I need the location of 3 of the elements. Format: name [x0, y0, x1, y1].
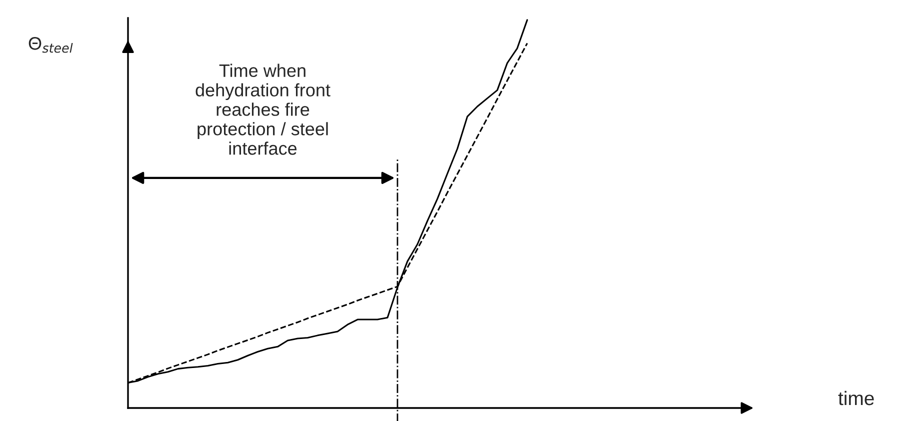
annotation: Time when dehydration front reaches fire protection / steel interface	[196, 64, 330, 155]
text: time	[838, 390, 874, 406]
y-axis-title: Θ$_{steel}$	[28, 37, 73, 53]
